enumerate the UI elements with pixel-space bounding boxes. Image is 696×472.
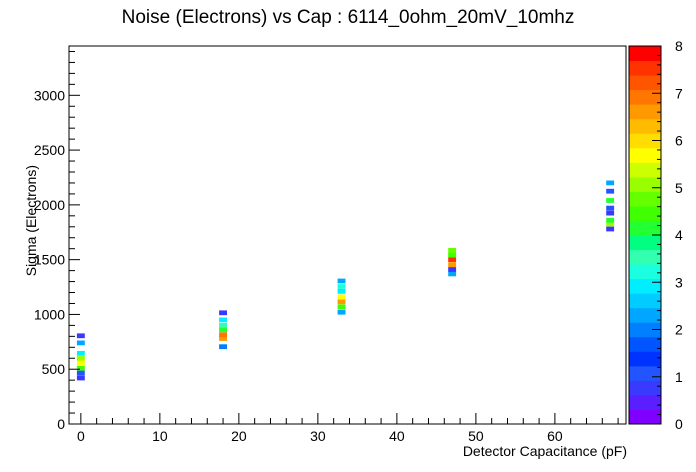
x-tick-label: 20 <box>231 428 247 444</box>
color-scale-band <box>629 380 661 396</box>
color-scale-band <box>629 365 661 381</box>
color-scale-band <box>629 336 661 352</box>
color-scale-band <box>629 409 661 425</box>
heatmap-cells <box>76 180 615 381</box>
color-scale-band <box>629 307 661 323</box>
color-scale-band <box>629 322 661 338</box>
y-tick-label: 0 <box>57 416 65 432</box>
heatmap-cell <box>606 180 615 186</box>
color-scale-band <box>629 133 661 149</box>
color-scale-band <box>629 75 661 91</box>
color-scale-band <box>629 89 661 105</box>
heatmap-cell <box>606 226 615 232</box>
color-scale-axis: 0 1 2 3 4 5 6 7 8 <box>652 38 683 432</box>
color-scale-band <box>629 46 661 62</box>
z-tick-label: 0 <box>675 416 683 432</box>
z-tick-label: 2 <box>675 322 683 338</box>
heatmap-cell <box>606 198 615 203</box>
z-tick-label: 3 <box>675 274 683 290</box>
z-tick-label: 5 <box>675 180 683 196</box>
z-tick-label: 6 <box>675 133 683 149</box>
color-scale-band <box>629 394 661 410</box>
heatmap-cell <box>448 271 457 277</box>
heatmap-cell <box>76 340 85 346</box>
x-axis: 0 10 20 30 40 50 60 <box>77 413 619 444</box>
z-tick-label: 7 <box>675 85 683 101</box>
color-scale-band <box>629 205 661 221</box>
heatmap-cell <box>76 370 85 376</box>
heatmap-cell <box>448 267 457 272</box>
heatmap-cell <box>219 332 227 338</box>
color-scale-band <box>629 162 661 178</box>
color-scale-band <box>629 176 661 192</box>
heatmap-cell <box>76 355 85 361</box>
color-scale-band <box>629 264 661 280</box>
color-scale-band <box>629 191 661 207</box>
heatmap-cell <box>337 278 346 284</box>
x-tick-label: 40 <box>389 428 405 444</box>
heatmap-cell <box>448 252 457 258</box>
heatmap-cell <box>76 375 85 381</box>
heatmap-cell <box>337 309 346 315</box>
color-scale-band <box>629 249 661 265</box>
x-tick-label: 0 <box>77 428 85 444</box>
heatmap-cell <box>606 221 615 227</box>
heatmap-cell <box>448 257 457 262</box>
color-scale-band <box>629 220 661 236</box>
z-tick-label: 1 <box>675 369 683 385</box>
z-tick-label: 4 <box>675 227 683 243</box>
heatmap-cell <box>606 217 615 223</box>
y-axis-label: Sigma (Electrons) <box>23 165 39 276</box>
x-tick-label: 30 <box>310 428 326 444</box>
heatmap-cell <box>448 247 457 253</box>
heatmap-cell <box>337 294 346 300</box>
heatmap-cell <box>76 333 85 339</box>
color-scale-band <box>629 104 661 120</box>
heatmap-cell <box>219 323 227 328</box>
heatmap-cell <box>219 317 227 323</box>
x-tick-label: 60 <box>547 428 563 444</box>
y-tick-label: 500 <box>42 361 66 377</box>
heatmap-cell <box>606 210 615 216</box>
color-scale-band <box>629 351 661 367</box>
heatmap-cell <box>76 360 85 365</box>
heatmap-cell <box>337 289 346 294</box>
heatmap-cell <box>76 365 85 371</box>
y-tick-label: 3000 <box>34 87 65 103</box>
heatmap-cell <box>219 336 227 341</box>
y-tick-label: 2500 <box>34 142 65 158</box>
heatmap-cell <box>448 262 457 267</box>
chart-title: Noise (Electrons) vs Cap : 6114_0ohm_20m… <box>122 7 575 28</box>
heatmap-cell <box>219 344 227 350</box>
heatmap-cell <box>337 299 346 305</box>
heatmap-cell <box>337 304 346 310</box>
heatmap-cell <box>606 205 615 211</box>
x-tick-label: 50 <box>468 428 484 444</box>
y-tick-label: 1000 <box>34 306 65 322</box>
color-scale-band <box>629 278 661 294</box>
color-scale-band <box>629 147 661 163</box>
z-tick-label: 8 <box>675 38 683 54</box>
heatmap-cell <box>219 327 227 333</box>
color-scale-band <box>629 293 661 309</box>
color-scale-band <box>629 60 661 76</box>
color-scale-band <box>629 118 661 134</box>
x-axis-label: Detector Capacitance (pF) <box>463 443 627 459</box>
color-scale-band <box>629 235 661 251</box>
heatmap-cell <box>76 350 85 356</box>
color-scale <box>629 46 661 425</box>
y-axis: 0 500 1000 1500 2000 2500 3000 <box>34 50 80 432</box>
heatmap-cell <box>606 188 615 194</box>
plot-frame <box>68 45 627 425</box>
y-tick-label: 1500 <box>34 252 65 268</box>
y-tick-label: 2000 <box>34 197 65 213</box>
x-tick-label: 10 <box>152 428 168 444</box>
heatmap-cell <box>337 284 346 289</box>
heatmap-cell <box>219 310 227 316</box>
